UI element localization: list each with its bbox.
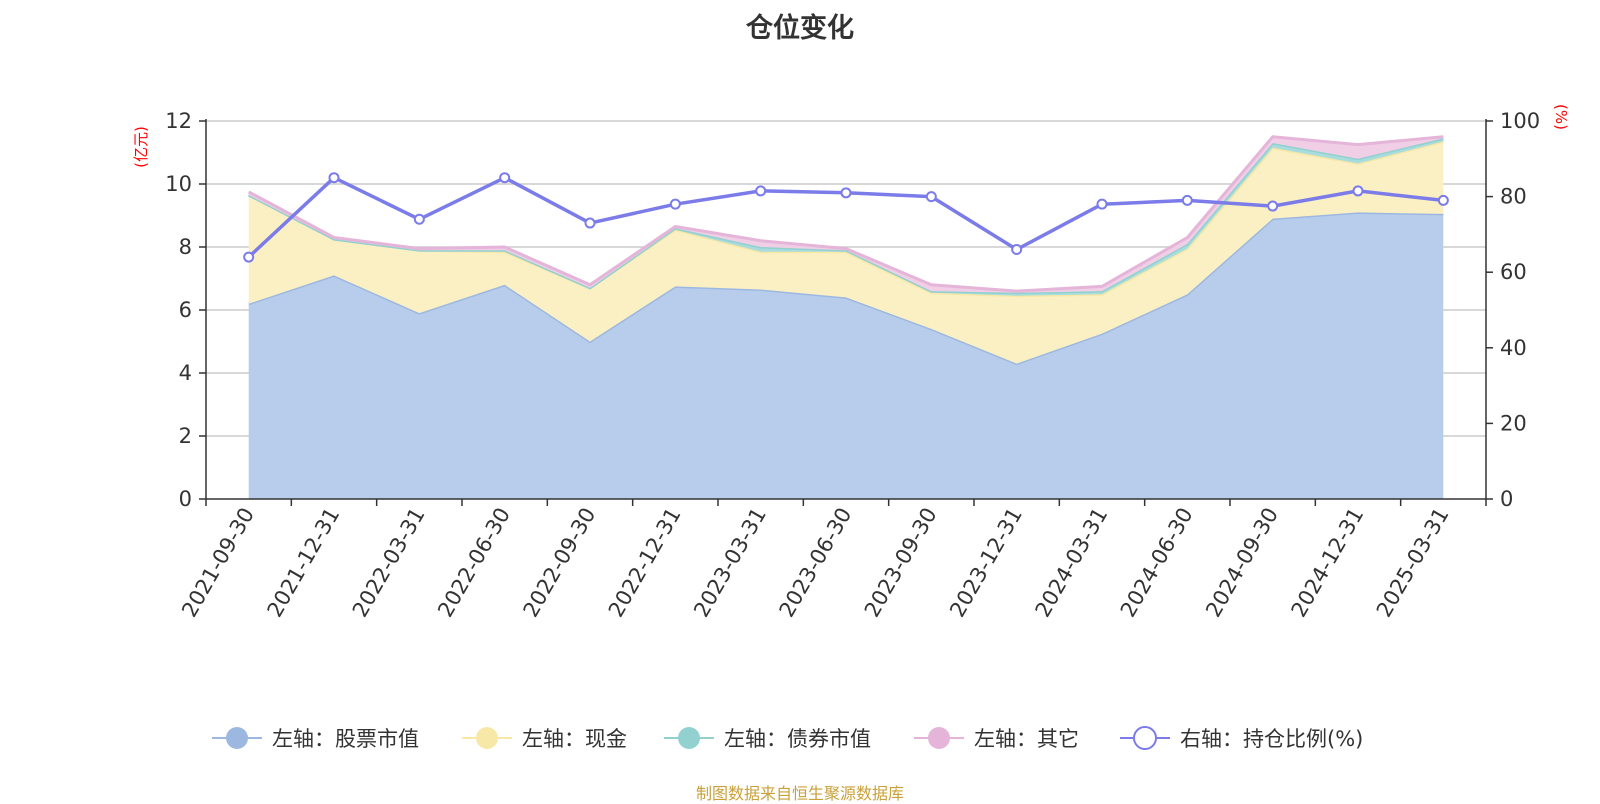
ratio-point-2024-09-30 [1267, 200, 1279, 212]
left-tick-label: 6 [179, 298, 192, 322]
ratio-point-2024-06-30 [1181, 194, 1193, 206]
x-tick-label: 2021-09-30 [177, 504, 259, 622]
x-tick-label: 2022-12-31 [604, 504, 686, 622]
legend-label: 右轴：持仓比例(%) [1180, 727, 1363, 751]
legend-item-1: 左轴：股票市值 [212, 727, 419, 751]
ratio-point-2023-03-31 [755, 185, 767, 197]
legend-swatch-marker [476, 727, 498, 749]
right-tick-label: 20 [1500, 411, 1527, 435]
legend-item-2: 左轴：现金 [462, 727, 627, 751]
ratio-point-2022-06-30 [499, 172, 511, 184]
left-axis-unit: (亿元) [132, 126, 150, 168]
x-tick-label: 2024-06-30 [1116, 504, 1198, 622]
ratio-point-2025-03-31 [1437, 194, 1449, 206]
legend-item-4: 左轴：其它 [914, 727, 1079, 751]
left-tick-label: 4 [179, 361, 192, 385]
legend-swatch-marker [678, 727, 700, 749]
right-tick-label: 100 [1500, 109, 1540, 133]
legend-label: 左轴：股票市值 [272, 727, 419, 751]
left-tick-label: 12 [165, 109, 192, 133]
ratio-point-2022-09-30 [584, 217, 596, 229]
ratio-point-2023-12-31 [1011, 244, 1023, 256]
x-tick-label: 2023-12-31 [945, 504, 1027, 622]
x-tick-label: 2022-09-30 [519, 504, 601, 622]
right-tick-label: 40 [1500, 336, 1527, 360]
x-tick-label: 2023-09-30 [860, 503, 942, 621]
left-tick-label: 10 [165, 172, 192, 196]
data-source-note: 制图数据来自恒生聚源数据库 [695, 784, 904, 803]
x-tick-label: 2024-03-31 [1031, 504, 1113, 622]
legend-swatch-marker [1133, 726, 1157, 750]
legend-label: 左轴：现金 [522, 727, 627, 751]
ratio-point-2024-03-31 [1096, 198, 1108, 210]
right-tick-label: 60 [1500, 260, 1527, 284]
area-series-3 [248, 138, 1444, 296]
legend: 左轴：股票市值 左轴：现金 左轴：债券市值 左轴：其它 右轴：持仓比例(%) [212, 726, 1363, 751]
right-axis-unit: (%) [1552, 104, 1570, 130]
x-tick-label: 2023-06-30 [775, 504, 857, 622]
ratio-point-2022-03-31 [413, 213, 425, 225]
ratio-point-2024-12-31 [1352, 185, 1364, 197]
ratio-point-2021-09-30 [243, 251, 255, 263]
x-tick-label: 2023-03-31 [689, 504, 771, 622]
ratio-point-2022-12-31 [669, 198, 681, 210]
legend-swatch-marker [928, 727, 950, 749]
area-series-1 [248, 212, 1444, 499]
legend-label: 左轴：债券市值 [724, 727, 871, 751]
x-tick-label: 2021-12-31 [263, 504, 345, 622]
ratio-point-2021-12-31 [328, 172, 340, 184]
left-tick-label: 0 [179, 487, 192, 511]
area-series-4 [248, 136, 1444, 293]
right-tick-label: 0 [1500, 487, 1513, 511]
x-tick-label: 2024-09-30 [1201, 504, 1283, 622]
ratio-point-2023-09-30 [925, 191, 937, 203]
legend-item-5: 右轴：持仓比例(%) [1120, 726, 1363, 751]
chart-title: 仓位变化 [746, 13, 854, 44]
left-tick-label: 2 [179, 424, 192, 448]
x-tick-label: 2022-06-30 [433, 503, 515, 621]
left-tick-label: 8 [179, 235, 192, 259]
right-tick-label: 80 [1500, 185, 1527, 209]
ratio-line [243, 172, 1449, 263]
area-line-series-4 [247, 135, 1444, 293]
ratio-point-2023-06-30 [840, 187, 852, 199]
x-tick-label: 2024-12-31 [1287, 504, 1369, 622]
legend-label: 左轴：其它 [974, 727, 1079, 751]
legend-swatch-marker [226, 727, 248, 749]
stacked-areas [247, 135, 1444, 499]
x-tick-label: 2022-03-31 [348, 504, 430, 622]
x-tick-label: 2025-03-31 [1372, 504, 1454, 622]
legend-item-3: 左轴：债券市值 [664, 727, 871, 751]
